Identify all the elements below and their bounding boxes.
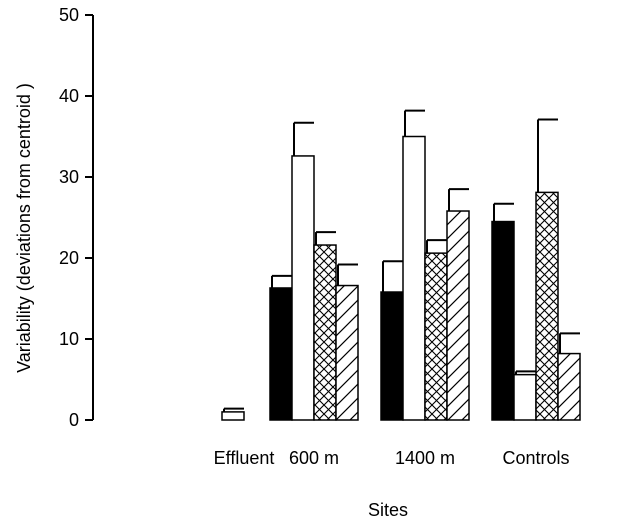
- bar-white: [402, 135, 426, 421]
- x-axis-title: Sites: [368, 500, 408, 520]
- bar-cross-hatch: [424, 252, 448, 421]
- y-axis-ticks: 0 10 20 30 40 50: [59, 5, 93, 430]
- bar-diagonal-hatch: [446, 210, 470, 421]
- y-tick-label: 50: [59, 5, 79, 25]
- x-tick-label: 600 m: [289, 448, 339, 468]
- y-axis-title: Variability (deviations from centroid ): [14, 83, 34, 373]
- bar-white: [513, 373, 537, 421]
- y-tick-label: 0: [69, 410, 79, 430]
- bars: [221, 109, 581, 421]
- bar-diagonal-hatch: [335, 284, 359, 421]
- bar-white: [291, 155, 315, 421]
- y-tick-label: 10: [59, 329, 79, 349]
- bar-cross-hatch: [535, 191, 559, 421]
- y-tick-label: 40: [59, 86, 79, 106]
- bar-solid-black: [380, 291, 404, 421]
- x-tick-label: 1400 m: [395, 448, 455, 468]
- bar-diagonal-hatch: [557, 352, 581, 421]
- y-tick-label: 20: [59, 248, 79, 268]
- x-axis-ticks: Effluent 600 m 1400 m Controls: [214, 448, 570, 468]
- x-tick-label: Effluent: [214, 448, 275, 468]
- y-tick-label: 30: [59, 167, 79, 187]
- bar-solid-black: [491, 220, 515, 421]
- bar-cross-hatch: [313, 244, 337, 421]
- bar-solid-black: [269, 287, 293, 421]
- bar-white: [221, 411, 245, 421]
- x-tick-label: Controls: [502, 448, 569, 468]
